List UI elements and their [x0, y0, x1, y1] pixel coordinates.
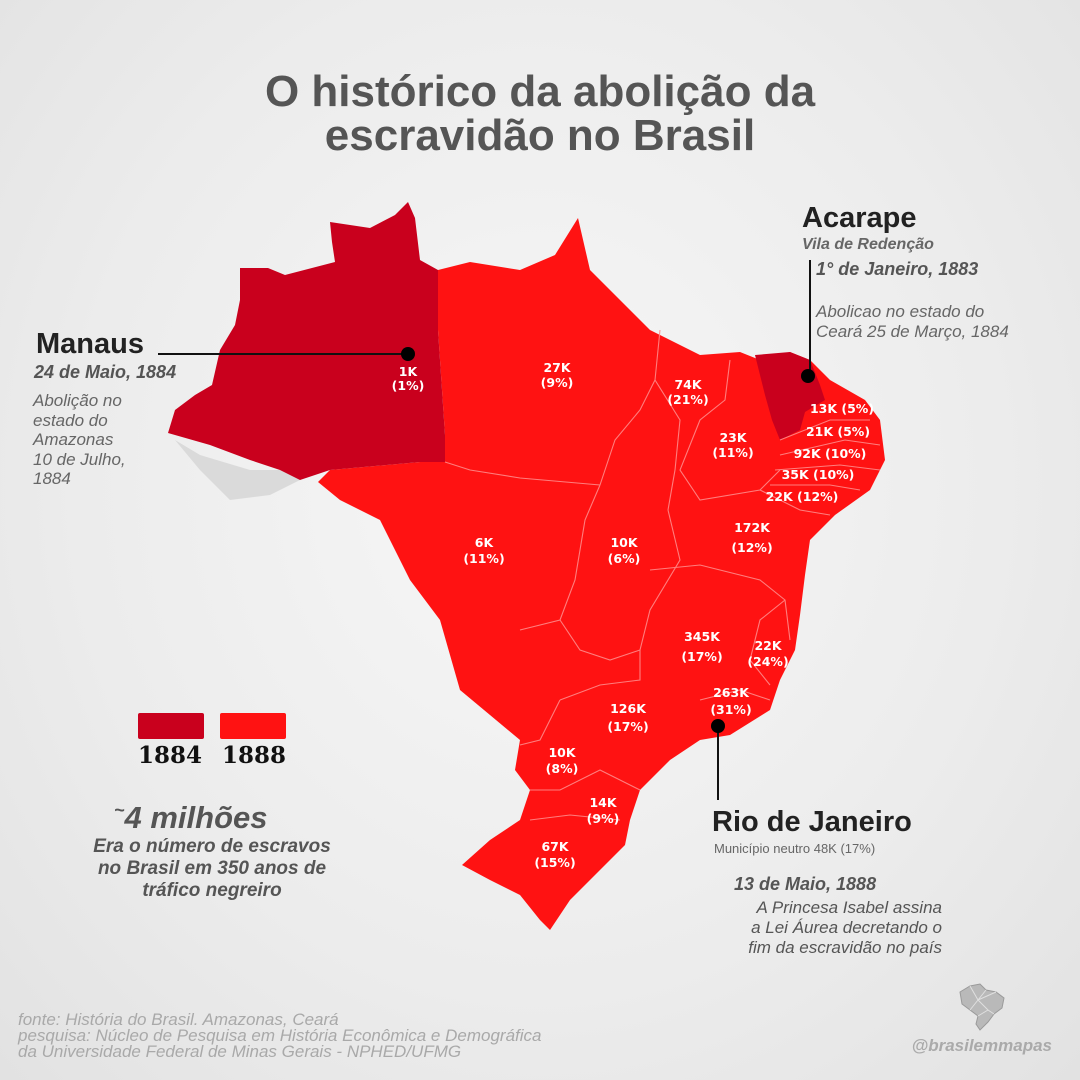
region-labels: 1K(1%)27K(9%) 74K(21%)23K(11%)13K (5%)21K…	[392, 360, 874, 870]
region-value-mt: 6K	[475, 535, 495, 550]
legend-label-1884: 1884	[138, 742, 203, 769]
region-value-go: 10K	[610, 535, 638, 550]
region-value-mg: 345K	[684, 629, 721, 644]
total-line: no Brasil em 350 anos de	[97, 858, 327, 879]
instagram-handle[interactable]: @brasilemmapas	[911, 1036, 1052, 1055]
legend-label-1888: 1888	[222, 742, 287, 769]
region-pct-sc: (9%)	[587, 811, 620, 826]
acarape-note-line: Ceará 25 de Março, 1884	[816, 321, 1009, 341]
region-pct-rs: (15%)	[534, 855, 575, 870]
region-label-pe: 92K (10%)	[794, 446, 867, 461]
region-value-rs: 67K	[541, 839, 569, 854]
region-pct-rj: (31%)	[710, 702, 751, 717]
region-value-rj: 263K	[713, 685, 750, 700]
manaus-date: 24 de Maio, 1884	[34, 362, 177, 382]
region-1888-mainland	[318, 218, 885, 930]
manaus-note-line: estado do	[33, 410, 108, 430]
region-pct-sp: (17%)	[607, 719, 648, 734]
title-line-2: escravidão no Brasil	[324, 111, 756, 160]
location-pin-icon	[801, 369, 815, 383]
manaus-note-line: Abolição no	[33, 391, 122, 410]
manaus-name: Manaus	[36, 328, 144, 360]
acarape-name: Acarape	[802, 202, 917, 234]
region-label-pb: 21K (5%)	[806, 424, 870, 439]
rio-note-line: a Lei Áurea decretando o	[751, 918, 942, 937]
acarape-subtitle: Vila de Redenção	[802, 236, 934, 253]
region-pct-pi: (11%)	[712, 445, 753, 460]
footer-line: pesquisa: Núcleo de Pesquisa em História…	[18, 1026, 542, 1045]
region-pct-ma: (21%)	[667, 392, 708, 407]
region-value-pa: 27K	[543, 360, 571, 375]
total-figure: ~4 milhões	[114, 800, 268, 836]
location-pin-icon	[401, 347, 415, 361]
amazonas-shadow	[175, 440, 320, 500]
region-value-ba: 172K	[734, 520, 771, 535]
state-borders	[444, 329, 881, 821]
region-amazonas	[168, 202, 445, 480]
acarape-note: Abolicao no estado do Ceará 25 de Março,…	[816, 302, 1009, 341]
region-pct-mg: (17%)	[681, 649, 722, 664]
region-value-es: 22K	[754, 638, 782, 653]
manaus-note-line: Amazonas	[33, 430, 114, 449]
rio-subtitle: Município neutro 48K (17%)	[714, 841, 876, 856]
rio-date: 13 de Maio, 1888	[734, 874, 877, 894]
manaus-note: Abolição no estado do Amazonas 10 de Jul…	[33, 391, 126, 489]
region-pct-pr: (8%)	[546, 761, 579, 776]
total-line: Era o número de escravos	[93, 836, 331, 857]
legend-swatch-1888	[220, 713, 286, 739]
region-value-sp: 126K	[610, 701, 647, 716]
location-pin-icon	[711, 719, 725, 733]
total-line: tráfico negreiro	[142, 880, 282, 901]
region-label-al: 35K (10%)	[782, 467, 855, 482]
total-description: Era o número de escravos no Brasil em 35…	[62, 836, 362, 902]
acarape-date: 1° de Janeiro, 1883	[816, 259, 979, 279]
total-value: 4 milhões	[124, 800, 268, 835]
rio-note-line: fim da escravidão no país	[748, 938, 942, 957]
rio-name: Rio de Janeiro	[712, 806, 912, 838]
region-pct-es: (24%)	[747, 654, 788, 669]
region-pct-ba: (12%)	[731, 540, 772, 555]
region-label-rn: 13K (5%)	[810, 401, 874, 416]
brazil-map-icon	[959, 983, 1005, 1031]
rio-note: A Princesa Isabel assina a Lei Áurea dec…	[692, 898, 942, 958]
region-value-am: 1K	[399, 364, 419, 379]
region-pct-mt: (11%)	[463, 551, 504, 566]
region-pct-go: (6%)	[608, 551, 641, 566]
rio-note-line: A Princesa Isabel assina	[756, 898, 942, 917]
source-footer: fonte: História do Brasil. Amazonas, Cea…	[18, 1010, 542, 1061]
region-pct-pa: (9%)	[541, 375, 574, 390]
page-title: O histórico da abolição da escravidão no…	[0, 70, 1080, 158]
legend-swatch-1884	[138, 713, 204, 739]
acarape-note-line: Abolicao no estado do	[816, 302, 985, 321]
title-line-1: O histórico da abolição da	[264, 67, 816, 116]
footer-line: fonte: História do Brasil. Amazonas, Cea…	[18, 1010, 339, 1029]
manaus-note-line: 1884	[33, 469, 71, 488]
region-value-pr: 10K	[548, 745, 576, 760]
region-label-se: 22K (12%)	[766, 489, 839, 504]
region-value-pi: 23K	[719, 430, 747, 445]
manaus-note-line: 10 de Julho,	[33, 449, 126, 469]
total-prefix: ~	[114, 800, 125, 820]
region-value-sc: 14K	[589, 795, 617, 810]
region-value-ma: 74K	[674, 377, 702, 392]
footer-line: da Universidade Federal de Minas Gerais …	[18, 1042, 462, 1061]
region-pct-am: (1%)	[392, 378, 425, 393]
